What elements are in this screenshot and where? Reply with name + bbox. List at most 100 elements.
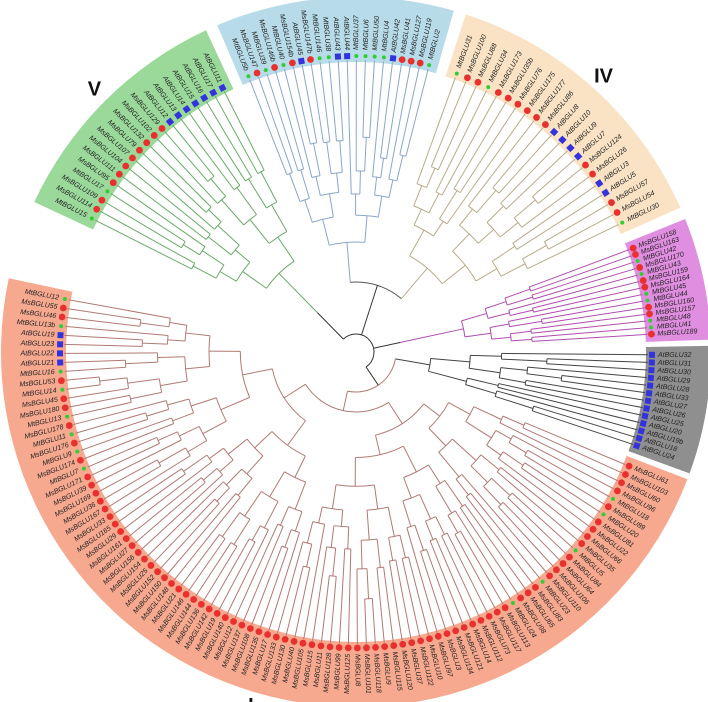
branch-segment xyxy=(287,420,306,446)
branch-segment xyxy=(508,442,527,454)
leaf-marker xyxy=(514,100,522,108)
leaf-marker xyxy=(407,57,415,65)
leaf-label: AtBGLU33 xyxy=(654,391,689,403)
branch-arc xyxy=(489,327,493,340)
branch-segment xyxy=(339,140,343,173)
branch-segment xyxy=(188,112,241,186)
branch-segment xyxy=(372,61,385,177)
leaf-marker xyxy=(205,605,213,613)
branch-segment xyxy=(496,390,638,431)
branch-segment xyxy=(99,210,195,264)
branch-segment xyxy=(509,320,542,328)
branch-arc xyxy=(331,172,343,175)
branch-segment xyxy=(541,300,644,320)
branch-segment xyxy=(113,468,183,515)
leaf-label: MtBGLU48 xyxy=(656,313,691,324)
branch-segment xyxy=(441,535,480,617)
branch-segment xyxy=(499,422,619,482)
leaf-marker xyxy=(141,555,148,563)
branch-segment xyxy=(388,402,403,424)
branch-arc xyxy=(447,510,456,516)
leaf-label: AtBGLU32 xyxy=(657,352,692,359)
leaf-marker xyxy=(307,56,314,63)
branch-segment xyxy=(251,525,261,541)
leaf-marker xyxy=(648,318,653,323)
leaf-label: MtBGLU146 xyxy=(310,14,322,53)
leaf-marker xyxy=(625,462,633,470)
leaf-marker xyxy=(134,549,142,556)
branch-segment xyxy=(399,534,406,558)
leaf-marker xyxy=(426,635,433,643)
branch-segment xyxy=(542,307,645,324)
leaf-marker xyxy=(326,55,331,60)
branch-segment xyxy=(376,567,385,643)
backbone xyxy=(278,242,464,411)
branch-segment xyxy=(337,60,344,141)
branch-segment xyxy=(435,90,487,193)
leaf-marker xyxy=(443,630,451,638)
leaf-marker xyxy=(553,566,560,574)
branch-segment xyxy=(492,127,544,189)
branch-segment xyxy=(406,527,438,633)
branch-segment xyxy=(226,529,269,615)
branch-segment xyxy=(395,559,412,639)
branch-segment xyxy=(219,271,237,282)
branch-arc xyxy=(532,196,539,204)
leaf-marker xyxy=(161,574,168,582)
leaf-marker xyxy=(493,608,501,616)
branch-segment xyxy=(64,343,143,347)
branch-arc xyxy=(165,400,170,410)
branch-segment xyxy=(160,380,188,387)
branch-arc xyxy=(215,397,227,422)
branch-segment xyxy=(508,294,643,322)
branch-segment xyxy=(95,219,192,270)
leaf-marker xyxy=(648,351,656,358)
leaf-marker xyxy=(389,54,397,62)
branch-segment xyxy=(521,467,596,521)
leaf-marker xyxy=(372,54,377,59)
branch-arc xyxy=(185,447,191,457)
clade-subtree xyxy=(409,77,619,285)
leaf-marker xyxy=(289,59,296,67)
leaf-marker xyxy=(427,63,432,68)
leaf-marker xyxy=(608,199,615,206)
leaf-marker xyxy=(253,69,261,77)
branch-segment xyxy=(530,313,646,330)
branch-segment xyxy=(249,79,288,175)
leaf-marker xyxy=(542,121,549,128)
branch-segment xyxy=(486,205,504,223)
clade-label: V xyxy=(88,79,102,101)
branch-segment xyxy=(447,515,459,533)
branch-segment xyxy=(65,376,100,381)
branch-segment xyxy=(430,357,470,363)
branch-segment xyxy=(386,63,403,159)
backbone-segment xyxy=(400,267,428,299)
branch-segment xyxy=(140,474,223,551)
branch-segment xyxy=(448,402,471,415)
branch-segment xyxy=(130,391,162,400)
branch-segment xyxy=(153,498,216,563)
leaf-marker xyxy=(59,324,64,329)
branch-segment xyxy=(399,66,420,155)
backbone-segment xyxy=(278,273,318,314)
branch-segment xyxy=(142,342,168,345)
leaf-marker xyxy=(613,209,621,216)
leaf-label: MsBGLU9 xyxy=(381,652,391,685)
branch-segment xyxy=(105,201,182,249)
leaf-marker xyxy=(136,146,143,154)
clade-subtree xyxy=(95,91,295,289)
branch-segment xyxy=(414,525,424,551)
branch-segment xyxy=(142,152,207,213)
clade-subtree xyxy=(249,59,429,246)
leaf-marker xyxy=(408,639,416,647)
leaf-marker xyxy=(57,332,64,339)
leaf-marker xyxy=(469,620,477,628)
branch-segment xyxy=(546,358,648,363)
branch-arc xyxy=(312,216,334,223)
branch-segment xyxy=(294,567,311,638)
leaf-marker xyxy=(174,111,183,120)
branch-segment xyxy=(498,134,552,194)
leaf-label: MtBGLU41 xyxy=(657,321,692,331)
branch-segment xyxy=(435,485,453,514)
